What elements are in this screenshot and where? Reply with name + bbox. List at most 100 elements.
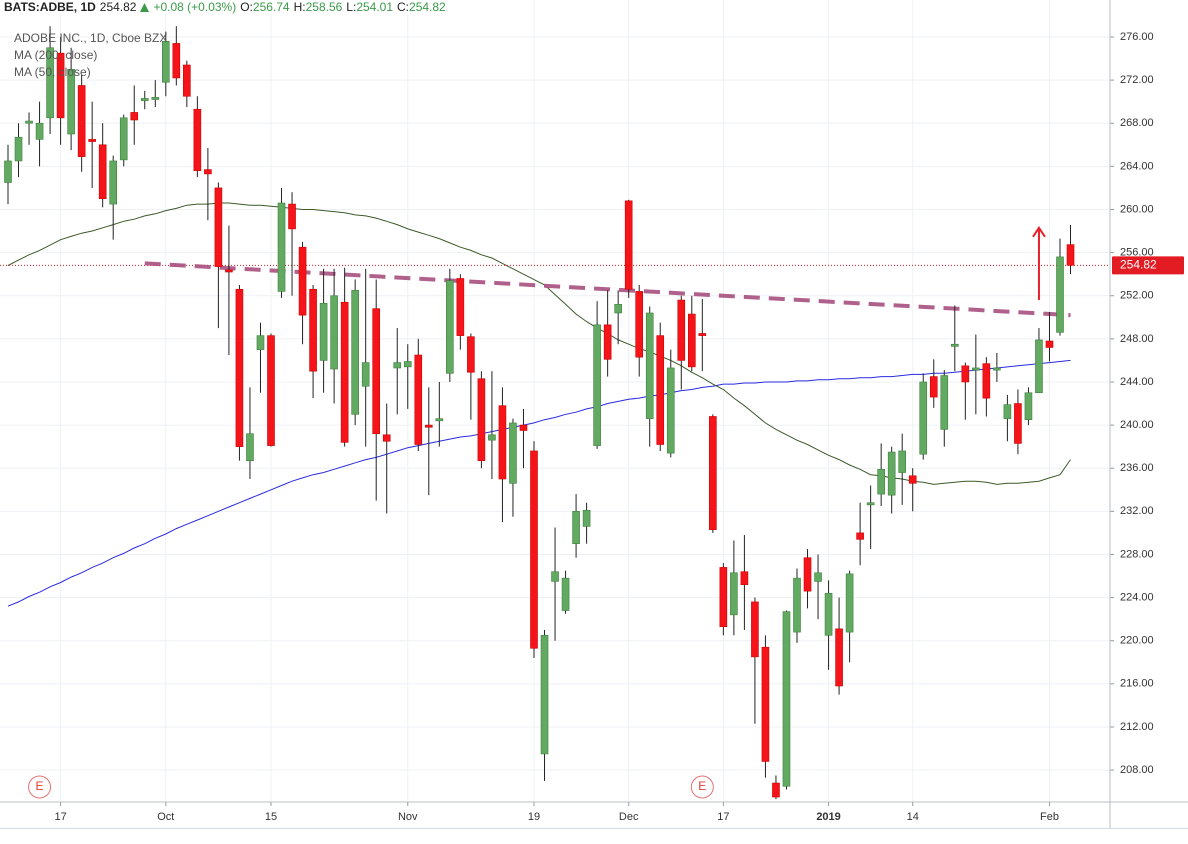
candle-body	[162, 40, 170, 83]
candle-body	[740, 571, 749, 585]
candle-body	[751, 601, 759, 658]
ohlc-value: 254.82	[409, 0, 446, 14]
candle-body	[298, 246, 307, 316]
candle-body	[319, 302, 328, 361]
candle-body	[666, 367, 675, 454]
ma-line	[7, 202, 1071, 485]
candle-body	[35, 122, 44, 140]
symbol: BATS:ADBE, 1D	[4, 0, 96, 14]
candle-body	[56, 52, 65, 119]
ohlc-value: 258.56	[305, 0, 343, 14]
candle-body	[351, 290, 359, 415]
candle-body	[277, 202, 286, 292]
candle-body	[709, 416, 717, 530]
candle-body	[887, 451, 896, 496]
x-tick-label: Dec	[619, 811, 639, 823]
y-tick-label: 216.00	[1120, 678, 1154, 690]
ohlc-field: C:254.82	[397, 0, 446, 14]
y-tick-label: 224.00	[1120, 591, 1154, 603]
arrow-head	[1032, 226, 1046, 238]
candle-body	[582, 509, 591, 527]
candle-body	[67, 69, 75, 135]
candle-body	[898, 450, 907, 473]
candle-body	[856, 532, 864, 540]
toolbar-strip	[0, 828, 1188, 844]
candle-body	[1014, 403, 1022, 444]
candle-body	[288, 203, 296, 230]
change: +0.08 (+0.03%)	[153, 0, 237, 14]
up-icon	[140, 2, 150, 12]
y-tick-label: 256.00	[1120, 247, 1154, 259]
candle-body	[1024, 392, 1033, 421]
x-tick-label: Feb	[1040, 811, 1059, 823]
candle-body	[204, 169, 212, 175]
candle-body	[593, 324, 601, 446]
symbol-header: BATS:ADBE, 1D 254.82 +0.08 (+0.03%) O:256.7…	[4, 0, 446, 14]
candle-body	[372, 308, 381, 435]
y-tick-label: 264.00	[1120, 160, 1154, 172]
ohlc-field: L:254.01	[346, 0, 393, 14]
candle-body	[572, 511, 580, 544]
candle-body	[866, 502, 875, 506]
x-tick-label: 17	[54, 811, 66, 823]
candle-body	[929, 376, 938, 398]
candle-body	[730, 572, 738, 616]
candle-body	[256, 335, 265, 350]
ohlc-label: H:	[293, 0, 306, 14]
candle-body	[88, 139, 96, 142]
candle-body	[488, 434, 496, 441]
candle-body	[25, 120, 33, 124]
earnings-marker	[28, 775, 52, 799]
candle-body	[14, 136, 23, 162]
candle-body	[772, 782, 780, 798]
candle-body	[614, 304, 622, 314]
candle-body	[845, 573, 854, 633]
legend-title: ADOBE INC., 1D, Cboe BZX	[14, 31, 168, 45]
candle-body	[509, 422, 517, 484]
candle-body	[330, 295, 338, 370]
candle-body	[267, 335, 275, 446]
candle-body	[1035, 339, 1043, 394]
last-price-label: 254.82	[1120, 257, 1157, 271]
y-tick-label: 240.00	[1120, 419, 1154, 431]
candle-body	[1045, 340, 1054, 348]
candle-body	[972, 367, 980, 371]
candle-body	[793, 577, 801, 633]
earnings-label: E	[698, 779, 706, 793]
x-tick-label: Oct	[157, 811, 174, 823]
y-tick-label: 212.00	[1120, 721, 1154, 733]
x-tick-label: 14	[907, 811, 919, 823]
candle-body	[940, 375, 949, 430]
legend: ADOBE INC., 1D, Cboe BZX MA (200, close) M…	[14, 30, 167, 81]
candle-body	[908, 475, 917, 484]
y-tick-label: 268.00	[1120, 117, 1154, 129]
candle-body	[235, 288, 244, 447]
candle-body	[603, 324, 612, 360]
candle-body	[635, 291, 644, 358]
y-tick-label: 228.00	[1120, 548, 1154, 560]
last-close: 254.82	[99, 0, 137, 14]
candle-body	[172, 43, 181, 79]
earnings-label: E	[36, 779, 44, 793]
candle-body	[982, 363, 991, 399]
legend-entry: MA (200, close)	[14, 48, 98, 62]
candle-body	[4, 160, 12, 183]
candle-body	[1056, 256, 1064, 333]
candle-body	[119, 117, 128, 161]
candle-body	[193, 108, 202, 171]
candle-body	[814, 572, 822, 582]
ohlc-field: H:258.56	[294, 0, 343, 14]
candle-body	[835, 628, 843, 687]
ohlc-field: O:256.74	[240, 0, 289, 14]
candle-body	[698, 333, 707, 336]
x-tick-label: Nov	[398, 811, 418, 823]
candle-body	[109, 160, 117, 205]
earnings-marker	[690, 775, 714, 799]
candle-body	[687, 313, 696, 368]
candle-body	[151, 97, 160, 100]
legend-entry: MA (50, close)	[14, 65, 91, 79]
candle-body	[424, 424, 433, 428]
candle-body	[393, 362, 402, 369]
candle-body	[1003, 404, 1012, 419]
